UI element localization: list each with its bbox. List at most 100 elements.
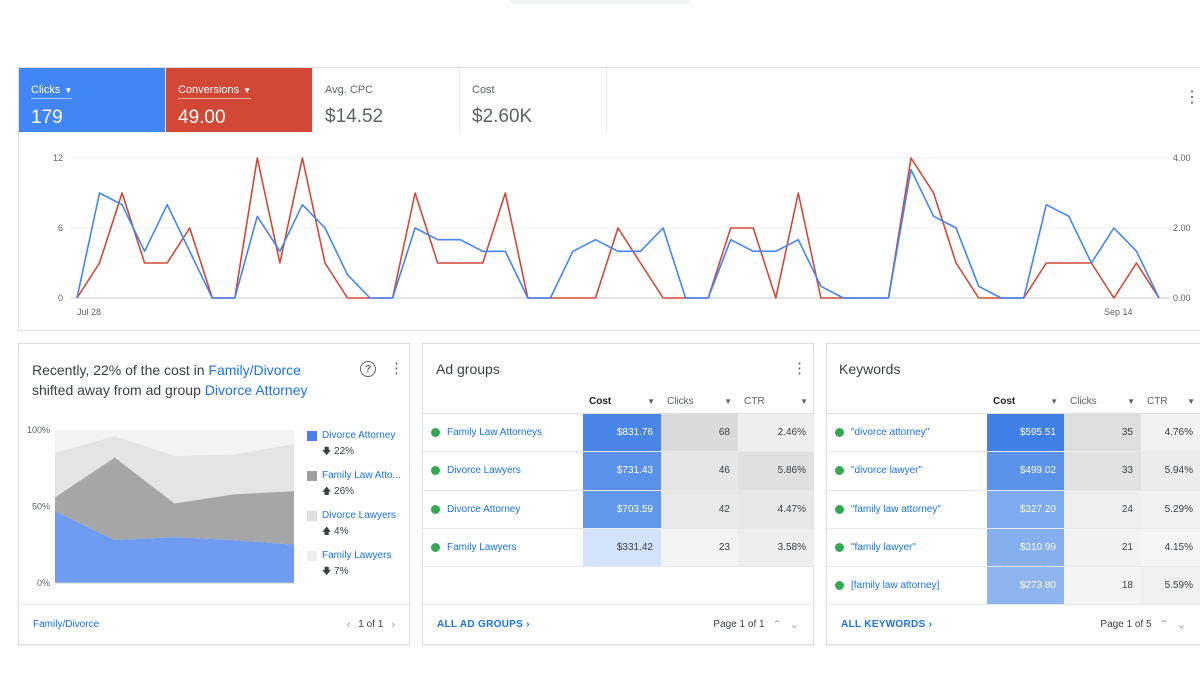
cost-cell: $731.43	[583, 452, 661, 490]
y-tick-label: 100%	[27, 425, 50, 435]
more-vert-icon[interactable]: ⋮	[1184, 89, 1200, 106]
chevron-left-icon[interactable]: ‹	[346, 618, 351, 631]
keyword-row[interactable]: [family law attorney] $273.80 18 5.59%	[827, 567, 1200, 606]
legend-item[interactable]: Divorce Attorney 🡇 22%	[307, 430, 407, 460]
y-left-tick-label: 12	[53, 153, 63, 163]
ad-group-name-cell[interactable]: Family Law Attorneys	[423, 414, 583, 451]
metric-conversions[interactable]: Conversions ▼ 49.00	[166, 68, 313, 132]
metric-clicks[interactable]: Clicks ▼ 179	[19, 68, 166, 132]
help-icon[interactable]: ?	[360, 361, 376, 377]
column-header-cost[interactable]: Cost ▼	[987, 388, 1064, 414]
ad-group-row[interactable]: Family Law Attorneys $831.76 68 2.46%	[423, 414, 814, 453]
ad-group-name-cell[interactable]: Divorce Attorney	[423, 491, 583, 528]
all-ad-groups-link[interactable]: ALL AD GROUPS ›	[437, 619, 530, 630]
metric-avg-cpc[interactable]: Avg. CPC $14.52	[313, 68, 460, 132]
keyword-name[interactable]: "family law attorney"	[851, 503, 941, 515]
dropdown-caret-icon[interactable]: ▼	[724, 396, 732, 406]
keyword-row[interactable]: "family law attorney" $327.20 24 5.29%	[827, 490, 1200, 529]
ad-group-name[interactable]: Divorce Lawyers	[447, 465, 521, 477]
ad-group-name-cell[interactable]: Family Lawyers	[423, 529, 583, 566]
y-tick-label: 50%	[32, 502, 50, 512]
pager-text: Page 1 of 1	[713, 619, 765, 630]
y-tick-label: 0%	[37, 578, 50, 588]
top-tab-hint	[510, 0, 690, 4]
x-start-label: Jul 28	[77, 307, 101, 317]
series-line-clicks	[76, 168, 1160, 299]
insight-title: Recently, 22% of the cost in Family/Divo…	[32, 360, 332, 400]
column-header-cost[interactable]: Cost ▼	[583, 388, 661, 414]
clicks-cell: 24	[1064, 490, 1141, 528]
chevron-right-icon: ›	[526, 619, 530, 630]
ad-group-name[interactable]: Family Law Attorneys	[447, 427, 543, 439]
metric-clicks-label[interactable]: Clicks ▼	[31, 84, 73, 99]
legend-change: 🡇 22%	[322, 444, 407, 460]
ad-group-row[interactable]: Divorce Attorney $703.59 42 4.47%	[423, 490, 814, 529]
column-header-clicks[interactable]: Clicks ▼	[661, 388, 738, 414]
ad-groups-card: Ad groups ⋮ Cost ▼ Clicks ▼ CTR ▼ Family La…	[422, 343, 814, 645]
ad-group-name[interactable]: Family Lawyers	[447, 542, 517, 554]
keyword-row[interactable]: "divorce lawyer" $499.02 33 5.94%	[827, 452, 1200, 491]
all-keywords-link[interactable]: ALL KEYWORDS ›	[841, 619, 932, 630]
more-vert-icon[interactable]: ⋮	[1196, 361, 1200, 376]
cost-cell: $273.80	[987, 567, 1064, 605]
cost-cell: $327.20	[987, 490, 1064, 528]
sort-desc-icon[interactable]: ▼	[1050, 396, 1058, 406]
keyword-name-cell[interactable]: "divorce lawyer"	[827, 452, 987, 489]
keyword-row[interactable]: "divorce attorney" $595.51 35 4.76%	[827, 414, 1200, 453]
status-enabled-icon	[431, 428, 440, 438]
legend-change-value: 22%	[334, 446, 355, 457]
keyword-name-cell[interactable]: "family lawyer"	[827, 529, 987, 566]
legend-change: 🡇 7%	[322, 564, 407, 580]
dropdown-caret-icon[interactable]: ▼	[1187, 396, 1195, 406]
column-header-ctr[interactable]: CTR ▼	[738, 388, 814, 414]
column-header-clicks[interactable]: Clicks ▼	[1064, 388, 1141, 414]
keyword-name-cell[interactable]: "family law attorney"	[827, 491, 987, 528]
dropdown-caret-icon[interactable]: ▼	[800, 396, 808, 406]
chevron-up-icon[interactable]: ⌃	[1159, 619, 1169, 631]
metric-avg-cpc-label: Avg. CPC	[325, 84, 374, 96]
cost-cell: $310.99	[987, 528, 1064, 567]
column-header-label: Clicks	[667, 395, 694, 407]
ctr-cell: 5.86%	[738, 452, 814, 490]
sort-desc-icon[interactable]: ▼	[647, 396, 655, 406]
ad-group-link[interactable]: Divorce Attorney	[204, 382, 308, 398]
keyword-name[interactable]: "divorce attorney"	[851, 427, 930, 439]
more-vert-icon[interactable]: ⋮	[792, 360, 807, 377]
chevron-down-icon[interactable]: ⌄	[789, 619, 799, 631]
column-header-ctr[interactable]: CTR ▼	[1141, 388, 1200, 414]
keyword-row[interactable]: "family lawyer" $310.99 21 4.15%	[827, 528, 1200, 568]
metric-conversions-label[interactable]: Conversions ▼	[178, 84, 252, 99]
chevron-right-icon[interactable]: ›	[391, 618, 395, 631]
keyword-name-cell[interactable]: "divorce attorney"	[827, 414, 987, 451]
status-enabled-icon	[835, 504, 844, 514]
keyword-name[interactable]: [family law attorney]	[851, 580, 940, 592]
legend-item[interactable]: Family Lawyers 🡇 7%	[307, 550, 407, 580]
chevron-up-icon[interactable]: ⌃	[772, 619, 782, 631]
legend-swatch	[307, 470, 317, 481]
ad-group-name[interactable]: Divorce Attorney	[447, 503, 521, 515]
keywords-footer: ALL KEYWORDS › Page 1 of 5 ⌃ ⌄	[827, 604, 1200, 644]
keywords-card: Keywords ⋮ Cost ▼ Clicks ▼ CTR ▼ "divorce a…	[826, 343, 1200, 645]
pager-text: Page 1 of 5	[1100, 619, 1152, 630]
ad-group-row[interactable]: Family Lawyers $331.42 23 3.58%	[423, 528, 814, 568]
clicks-cell: 23	[661, 528, 738, 567]
legend-item[interactable]: Divorce Lawyers 🡅 4%	[307, 510, 407, 540]
chevron-down-icon[interactable]: ⌄	[1176, 619, 1186, 631]
ctr-cell: 5.29%	[1141, 490, 1200, 528]
keyword-name[interactable]: "family lawyer"	[851, 542, 916, 554]
arrow-down-icon: 🡇	[322, 566, 332, 576]
campaign-footer-link[interactable]: Family/Divorce	[33, 619, 100, 630]
clicks-cell: 42	[661, 490, 738, 528]
keyword-name[interactable]: "divorce lawyer"	[851, 465, 923, 477]
more-vert-icon[interactable]: ⋮	[389, 360, 404, 377]
campaign-link[interactable]: Family/Divorce	[208, 362, 301, 378]
ad-group-row[interactable]: Divorce Lawyers $731.43 46 5.86%	[423, 452, 814, 491]
ctr-cell: 2.46%	[738, 414, 814, 452]
metric-cost[interactable]: Cost $2.60K	[460, 68, 607, 132]
insight-text: shifted away from ad group	[32, 382, 205, 398]
keyword-name-cell[interactable]: [family law attorney]	[827, 567, 987, 604]
legend-name: Divorce Attorney	[322, 430, 396, 441]
ad-group-name-cell[interactable]: Divorce Lawyers	[423, 452, 583, 489]
legend-item[interactable]: Family Law Atto... 🡅 26%	[307, 470, 407, 500]
dropdown-caret-icon[interactable]: ▼	[1127, 396, 1135, 406]
